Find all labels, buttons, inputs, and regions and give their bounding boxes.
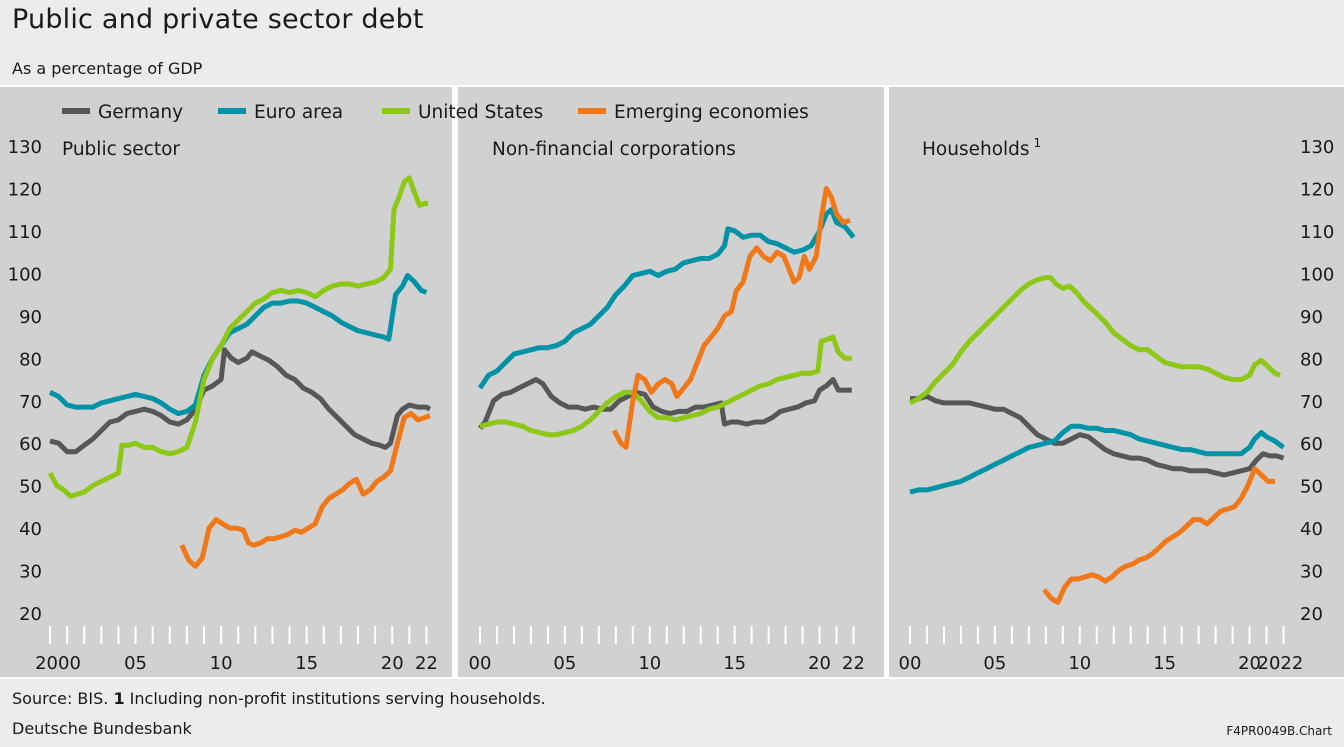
x-tick-label: 10 [638, 653, 661, 674]
y-tick-label-right: 30 [1300, 562, 1323, 583]
y-tick-label-left: 130 [8, 137, 42, 158]
x-tick-label: 15 [1153, 653, 1176, 674]
series-line-emerging-economies [611, 186, 851, 450]
series-line-germany [478, 377, 852, 430]
x-tick-label: 05 [553, 653, 576, 674]
legend-label: Germany [98, 102, 183, 123]
y-tick-label-left: 20 [19, 604, 42, 625]
panel-title: Non-financial corporations [492, 139, 736, 160]
series-line-euro-area [48, 273, 428, 416]
source-prefix: Source: BIS. [12, 689, 114, 708]
series-line-germany [910, 394, 1285, 478]
series-line-united-states [47, 175, 429, 499]
x-tick-label: 00 [899, 653, 922, 674]
y-tick-label-right: 130 [1300, 137, 1334, 158]
x-tick-label: 10 [1068, 653, 1091, 674]
y-tick-label-right: 20 [1300, 604, 1323, 625]
series-line-united-states [479, 334, 852, 438]
y-tick-label-left: 90 [19, 307, 42, 328]
series-line-emerging-economies [1042, 466, 1275, 605]
y-tick-label-right: 110 [1300, 222, 1334, 243]
panel-title: Public sector [62, 139, 180, 160]
y-tick-label-right: 50 [1300, 477, 1323, 498]
y-tick-label-right: 80 [1300, 349, 1323, 370]
legend-label: United States [418, 102, 543, 123]
y-tick-label-right: 40 [1300, 519, 1323, 540]
panel-2: Non-financial corporations [477, 139, 856, 450]
x-tick-label: 20 [808, 653, 831, 674]
legend-item: United States [382, 102, 543, 123]
publisher-name: Deutsche Bundesbank [12, 719, 192, 738]
source-note: Source: BIS. 1 Including non-profit inst… [12, 689, 546, 708]
footnote-number: 1 [113, 689, 125, 708]
legend-label: Euro area [254, 102, 343, 123]
chart-code: F4PR0049B.Chart [1226, 724, 1332, 738]
panel-divider [452, 86, 458, 678]
legend-item: Emerging economies [578, 102, 809, 123]
panels: Public sector Non-financial corporations H… [47, 136, 1285, 605]
footnote-text: Including non-profit institutions servin… [124, 689, 546, 708]
legend-item: Germany [62, 102, 183, 123]
axes: 2000 05 10 15 20 22 00 05 10 15 20 22 00 05 10 15 202022… [8, 137, 1335, 674]
panel-title: Households 1 [922, 136, 1041, 160]
panel-title-footnote: 1 [1034, 136, 1042, 150]
legend-item: Euro area [218, 102, 343, 123]
y-tick-label-left: 80 [19, 349, 42, 370]
x-tick-label: 15 [295, 653, 318, 674]
series-line-euro-area [477, 207, 856, 390]
legend: Germany Euro area United States Emerging ec… [62, 102, 809, 123]
series-line-emerging-economies [179, 411, 431, 569]
y-tick-label-left: 40 [19, 519, 42, 540]
y-tick-label-left: 70 [19, 392, 42, 413]
y-tick-label-right: 120 [1300, 180, 1334, 201]
y-tick-label-left: 100 [8, 264, 42, 285]
y-tick-label-right: 70 [1300, 392, 1323, 413]
y-tick-label-right: 90 [1300, 307, 1323, 328]
x-tick-label: 05 [124, 653, 147, 674]
x-tick-label: 15 [723, 653, 746, 674]
series-line-united-states [908, 275, 1282, 406]
figure-subtitle: As a percentage of GDP [12, 59, 203, 78]
x-tick-label: 22 [415, 653, 438, 674]
x-tick-label: 10 [210, 653, 233, 674]
legend-label: Emerging economies [614, 102, 809, 123]
y-tick-label-right: 100 [1300, 264, 1334, 285]
x-tick-label: 05 [983, 653, 1006, 674]
x-tick-label: 2000 [35, 653, 81, 674]
panel-1: Public sector [47, 139, 432, 569]
figure-title: Public and private sector debt [12, 4, 424, 35]
y-tick-label-right: 60 [1300, 434, 1323, 455]
series-line-euro-area [909, 423, 1285, 495]
x-tick-label: 20 [381, 653, 404, 674]
series-line-germany [49, 347, 432, 455]
y-tick-label-left: 30 [19, 562, 42, 583]
panel-3: Households 1 [908, 136, 1285, 605]
x-tick-label: 22 [842, 653, 865, 674]
y-tick-label-left: 110 [8, 222, 42, 243]
x-tick-label: 00 [469, 653, 492, 674]
y-tick-label-left: 60 [19, 434, 42, 455]
y-tick-label-left: 50 [19, 477, 42, 498]
panel-divider [884, 86, 889, 678]
x-tick-label: 2022 [1258, 653, 1304, 674]
x-tick-label: 20 [1238, 653, 1261, 674]
y-tick-label-left: 120 [8, 180, 42, 201]
